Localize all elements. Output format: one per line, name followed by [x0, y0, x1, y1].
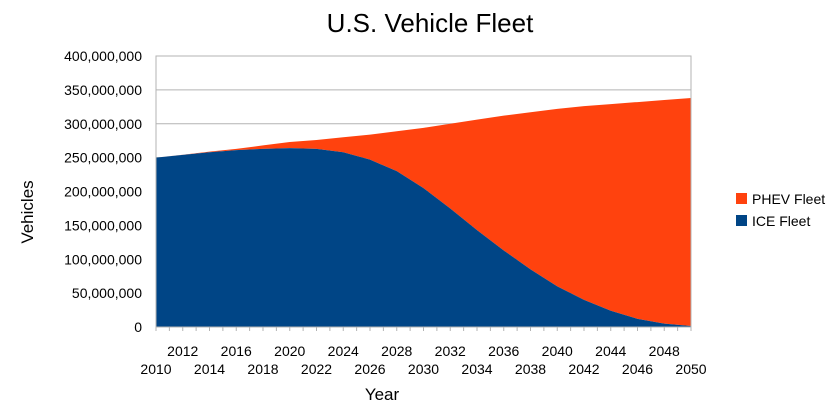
x-axis-ticks: 2012 2016 2020 2024 2028 2032 2036 2040 2044 2048…: [140, 327, 707, 377]
x-tick-label: 2036: [488, 343, 519, 359]
x-tick-label: 2038: [515, 361, 546, 377]
x-tick-label: 2018: [247, 361, 278, 377]
x-tick-label: 2030: [408, 361, 439, 377]
y-tick-label: 400,000,000: [64, 48, 142, 64]
y-tick-label: 250,000,000: [64, 150, 142, 166]
x-tick-label: 2044: [595, 343, 626, 359]
legend-label: PHEV Fleet: [752, 191, 825, 207]
y-tick-label: 0: [134, 319, 142, 335]
y-axis-ticks: 0 50,000,000 100,000,000 150,000,000 200,000…: [64, 48, 142, 335]
x-tick-label: 2010: [140, 361, 171, 377]
area-phev-fleet: [156, 98, 691, 326]
x-tick-label: 2028: [381, 343, 412, 359]
x-tick-label: 2050: [675, 361, 706, 377]
x-axis-label: Year: [365, 385, 400, 404]
x-tick-label: 2032: [435, 343, 466, 359]
x-tick-label: 2014: [194, 361, 225, 377]
x-tick-label: 2042: [568, 361, 599, 377]
x-tick-label: 2012: [167, 343, 198, 359]
chart-title: U.S. Vehicle Fleet: [327, 8, 534, 38]
x-tick-label: 2020: [274, 343, 305, 359]
x-tick-label: 2026: [354, 361, 385, 377]
y-tick-label: 350,000,000: [64, 82, 142, 98]
x-tick-label: 2046: [622, 361, 653, 377]
x-tick-label: 2016: [221, 343, 252, 359]
x-tick-label: 2022: [301, 361, 332, 377]
legend-label: ICE Fleet: [752, 213, 810, 229]
x-tick-label: 2048: [649, 343, 680, 359]
legend: PHEV Fleet ICE Fleet: [736, 191, 825, 229]
y-tick-label: 100,000,000: [64, 251, 142, 267]
plot-areas: [156, 98, 691, 327]
y-tick-label: 200,000,000: [64, 184, 142, 200]
y-tick-label: 300,000,000: [64, 116, 142, 132]
x-tick-label: 2024: [328, 343, 359, 359]
legend-swatch: [736, 215, 747, 226]
y-tick-label: 50,000,000: [72, 285, 142, 301]
y-axis-label: Vehicles: [18, 180, 37, 243]
x-tick-label: 2040: [542, 343, 573, 359]
area-ice-fleet: [156, 148, 691, 327]
legend-swatch: [736, 193, 747, 204]
x-tick-label: 2034: [461, 361, 492, 377]
y-tick-label: 150,000,000: [64, 217, 142, 233]
